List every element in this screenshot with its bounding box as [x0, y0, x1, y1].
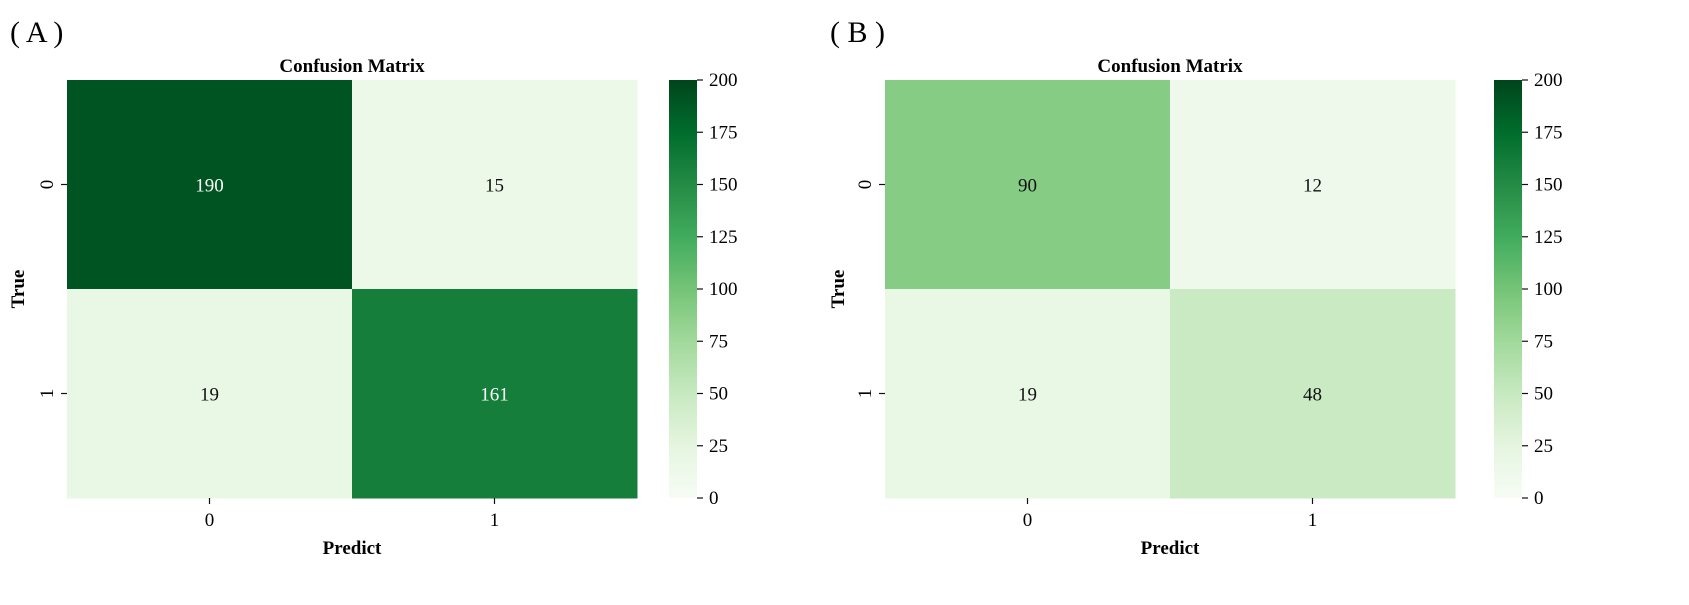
colorbar-tick-label: 100 — [709, 279, 738, 300]
cell-value-r1-c1: 48 — [1303, 385, 1322, 406]
cell-value-r1-c1: 161 — [480, 385, 509, 406]
colorbar-tick-label: 200 — [1534, 70, 1563, 91]
colorbar-tick-label: 200 — [709, 70, 738, 91]
cell-value-r0-c0: 90 — [1018, 176, 1037, 197]
colorbar-tick-label: 175 — [1534, 122, 1563, 143]
x-tick-label: 0 — [1023, 510, 1033, 531]
heatmap-cell-r0-c0 — [885, 80, 1171, 290]
colorbar-tick-label: 50 — [1534, 384, 1553, 405]
y-tick-label: 1 — [37, 389, 58, 399]
colorbar-tick-label: 0 — [1534, 488, 1544, 509]
colorbar-tick-label: 125 — [1534, 227, 1563, 248]
x-tick-label: 0 — [205, 510, 215, 531]
x-tick-label: 1 — [490, 510, 500, 531]
heatmap-cell-r0-c1 — [1170, 80, 1456, 290]
heatmap-cell-r0-c1 — [352, 80, 638, 290]
heatmap-cell-r1-c0 — [885, 289, 1171, 499]
panel-a: ( A ) Confusion Matrix 190 15 19 161 0 1 Predict… — [8, 16, 738, 559]
colorbar-tick-label: 25 — [1534, 436, 1553, 457]
colorbar-tick-label: 150 — [709, 175, 738, 196]
cell-value-r0-c1: 15 — [485, 176, 504, 197]
chart-title: Confusion Matrix — [1097, 56, 1243, 77]
cell-value-r1-c0: 19 — [200, 385, 219, 406]
panel-b: ( B ) Confusion Matrix 90 12 19 48 0 1 Predict 0 1… — [828, 16, 1563, 559]
colorbar — [1494, 80, 1522, 498]
y-tick-label: 0 — [37, 180, 58, 190]
chart-title: Confusion Matrix — [279, 56, 425, 77]
colorbar-tick-label: 150 — [1534, 175, 1563, 196]
cell-value-r0-c0: 190 — [195, 176, 224, 197]
cell-value-r1-c0: 19 — [1018, 385, 1037, 406]
colorbar-tick-label: 75 — [709, 331, 728, 352]
colorbar-tick-label: 50 — [709, 384, 728, 405]
colorbar-tick-label: 125 — [709, 227, 738, 248]
panel-label: ( B ) — [830, 16, 885, 49]
heatmap-cell-r1-c1 — [352, 289, 638, 499]
colorbar-tick-label: 75 — [1534, 331, 1553, 352]
x-axis-label: Predict — [323, 538, 382, 559]
cell-value-r0-c1: 12 — [1303, 176, 1322, 197]
x-axis-label: Predict — [1141, 538, 1200, 559]
heatmap-cell-r1-c0 — [67, 289, 353, 499]
y-axis-label: True — [8, 270, 29, 309]
y-tick-label: 0 — [855, 180, 876, 190]
x-tick-label: 1 — [1308, 510, 1318, 531]
colorbar-tick-label: 25 — [709, 436, 728, 457]
y-tick-label: 1 — [855, 389, 876, 399]
panel-label: ( A ) — [10, 16, 63, 49]
colorbar-tick-label: 175 — [709, 122, 738, 143]
colorbar-tick-label: 100 — [1534, 279, 1563, 300]
colorbar — [669, 80, 697, 498]
y-axis-label: True — [828, 270, 849, 309]
heatmap-cell-r0-c0 — [67, 80, 353, 290]
heatmap-cell-r1-c1 — [1170, 289, 1456, 499]
colorbar-tick-label: 0 — [709, 488, 719, 509]
